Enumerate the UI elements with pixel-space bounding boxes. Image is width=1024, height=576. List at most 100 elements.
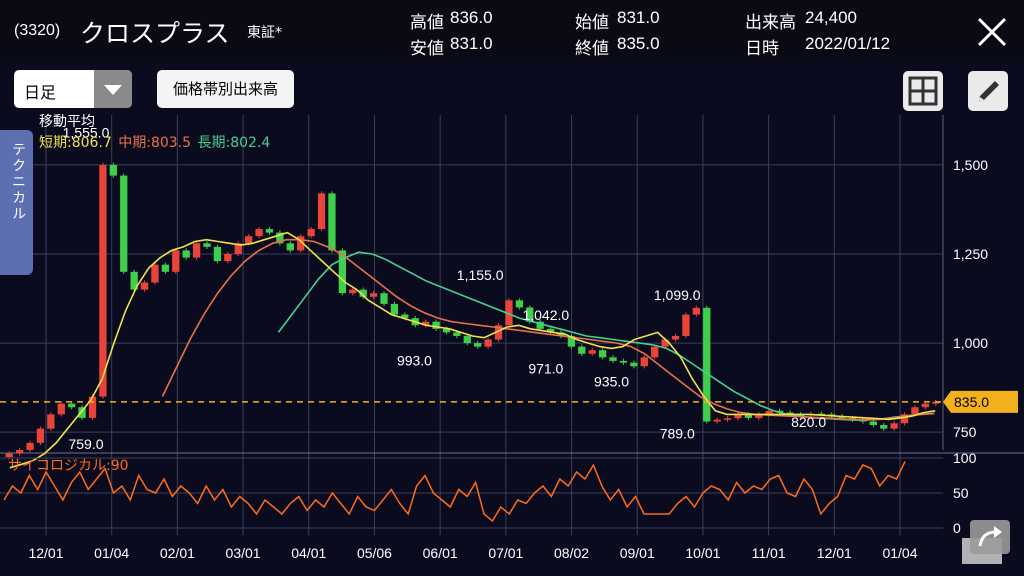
candle — [640, 357, 648, 367]
x-tick-label: 06/01 — [423, 545, 458, 561]
candle — [15, 450, 24, 454]
candle — [661, 339, 669, 347]
peak-annotation: 820.0 — [791, 414, 826, 430]
y-tick-label: 1,250 — [953, 246, 988, 262]
candle — [869, 421, 877, 426]
psy-tick-label: 50 — [953, 485, 969, 501]
peak-annotation: 993.0 — [397, 353, 432, 369]
layout-button[interactable] — [903, 71, 943, 111]
candle — [880, 425, 888, 429]
candle — [598, 350, 607, 358]
medium-ma-line — [161, 238, 935, 421]
candle — [192, 243, 201, 258]
low-label: 安値 — [410, 39, 444, 59]
candle — [224, 253, 232, 262]
ma-values: 短期:806.7 中期:803.5 長期:802.4 — [39, 132, 270, 152]
candle — [609, 357, 617, 361]
close-button[interactable] — [972, 12, 1012, 52]
pencil-icon — [979, 81, 999, 102]
chevron-down-icon — [94, 70, 132, 108]
candle — [744, 414, 753, 418]
x-tick-label: 01/04 — [94, 545, 129, 561]
candle — [245, 236, 253, 244]
draw-button[interactable] — [968, 71, 1008, 111]
current-price-tag — [943, 390, 1018, 413]
candle — [713, 419, 721, 422]
candle — [505, 300, 513, 326]
peak-annotation: 1,155.0 — [457, 267, 504, 283]
candle — [692, 307, 700, 315]
open-label: 始値 — [575, 13, 609, 33]
candle — [317, 193, 326, 230]
candle — [47, 414, 55, 429]
candle — [619, 360, 628, 363]
candle — [536, 321, 544, 329]
candle — [588, 350, 596, 354]
candle — [182, 250, 190, 258]
candle — [57, 403, 65, 415]
technical-tab-label: テクニカル — [10, 142, 26, 222]
candle — [422, 321, 430, 326]
candle — [932, 401, 940, 404]
volume-value: 24,400 — [805, 8, 857, 27]
psy-line — [3, 461, 906, 523]
candle — [526, 307, 534, 322]
candle — [130, 271, 138, 290]
candle — [630, 362, 638, 367]
period-select[interactable]: 日足 — [14, 70, 132, 108]
candle — [5, 453, 13, 458]
candle — [36, 428, 45, 443]
psy-tick-label: 0 — [953, 520, 961, 536]
candle — [484, 339, 492, 347]
x-tick-label: 09/01 — [620, 545, 655, 561]
candle — [286, 243, 294, 251]
market-label: 東証* — [247, 25, 282, 41]
candle — [349, 289, 357, 294]
candle — [401, 314, 409, 319]
close-value: 835.0 — [617, 34, 660, 53]
candle — [755, 414, 763, 418]
candle — [911, 407, 919, 415]
candle — [255, 229, 263, 237]
stock-name: クロスプラス — [80, 19, 230, 48]
peak-annotation: 935.0 — [594, 373, 629, 389]
candle — [682, 314, 690, 336]
peak-annotation: 1,099.0 — [654, 287, 701, 303]
candle — [390, 303, 399, 315]
candle — [786, 412, 794, 415]
stock-code: (3320) — [14, 22, 61, 39]
psy-tick-label: 100 — [953, 450, 977, 466]
candle — [338, 250, 347, 294]
high-value: 836.0 — [450, 8, 493, 27]
peak-annotation: 971.0 — [528, 360, 563, 376]
candle — [307, 229, 315, 237]
share-button[interactable] — [960, 518, 1012, 568]
x-tick-label: 03/01 — [226, 545, 261, 561]
technical-tab[interactable]: テクニカル — [0, 130, 33, 275]
x-tick-label: 12/01 — [817, 545, 852, 561]
candle — [494, 325, 503, 340]
candle — [432, 321, 440, 329]
candle — [68, 403, 76, 408]
candle — [276, 232, 284, 244]
peak-annotation: 1,042.0 — [522, 307, 569, 323]
candle — [671, 335, 680, 340]
candle — [328, 193, 336, 251]
open-value: 831.0 — [617, 8, 660, 27]
ma-medium-value: 中期:803.5 — [118, 135, 192, 151]
candle — [99, 164, 107, 397]
candle — [515, 300, 523, 308]
candle — [140, 282, 149, 290]
volume-by-price-button[interactable]: 価格帯別出来高 — [157, 70, 294, 108]
candle — [78, 407, 86, 418]
candle — [234, 243, 242, 254]
low-value: 831.0 — [450, 34, 493, 53]
candle — [703, 307, 711, 422]
peak-annotation: 1,555.0 — [63, 124, 110, 140]
candle — [359, 289, 367, 297]
close-icon — [977, 17, 1007, 47]
candle — [265, 229, 274, 233]
current-price-label: 835.0 — [954, 394, 989, 410]
candle — [900, 414, 909, 424]
